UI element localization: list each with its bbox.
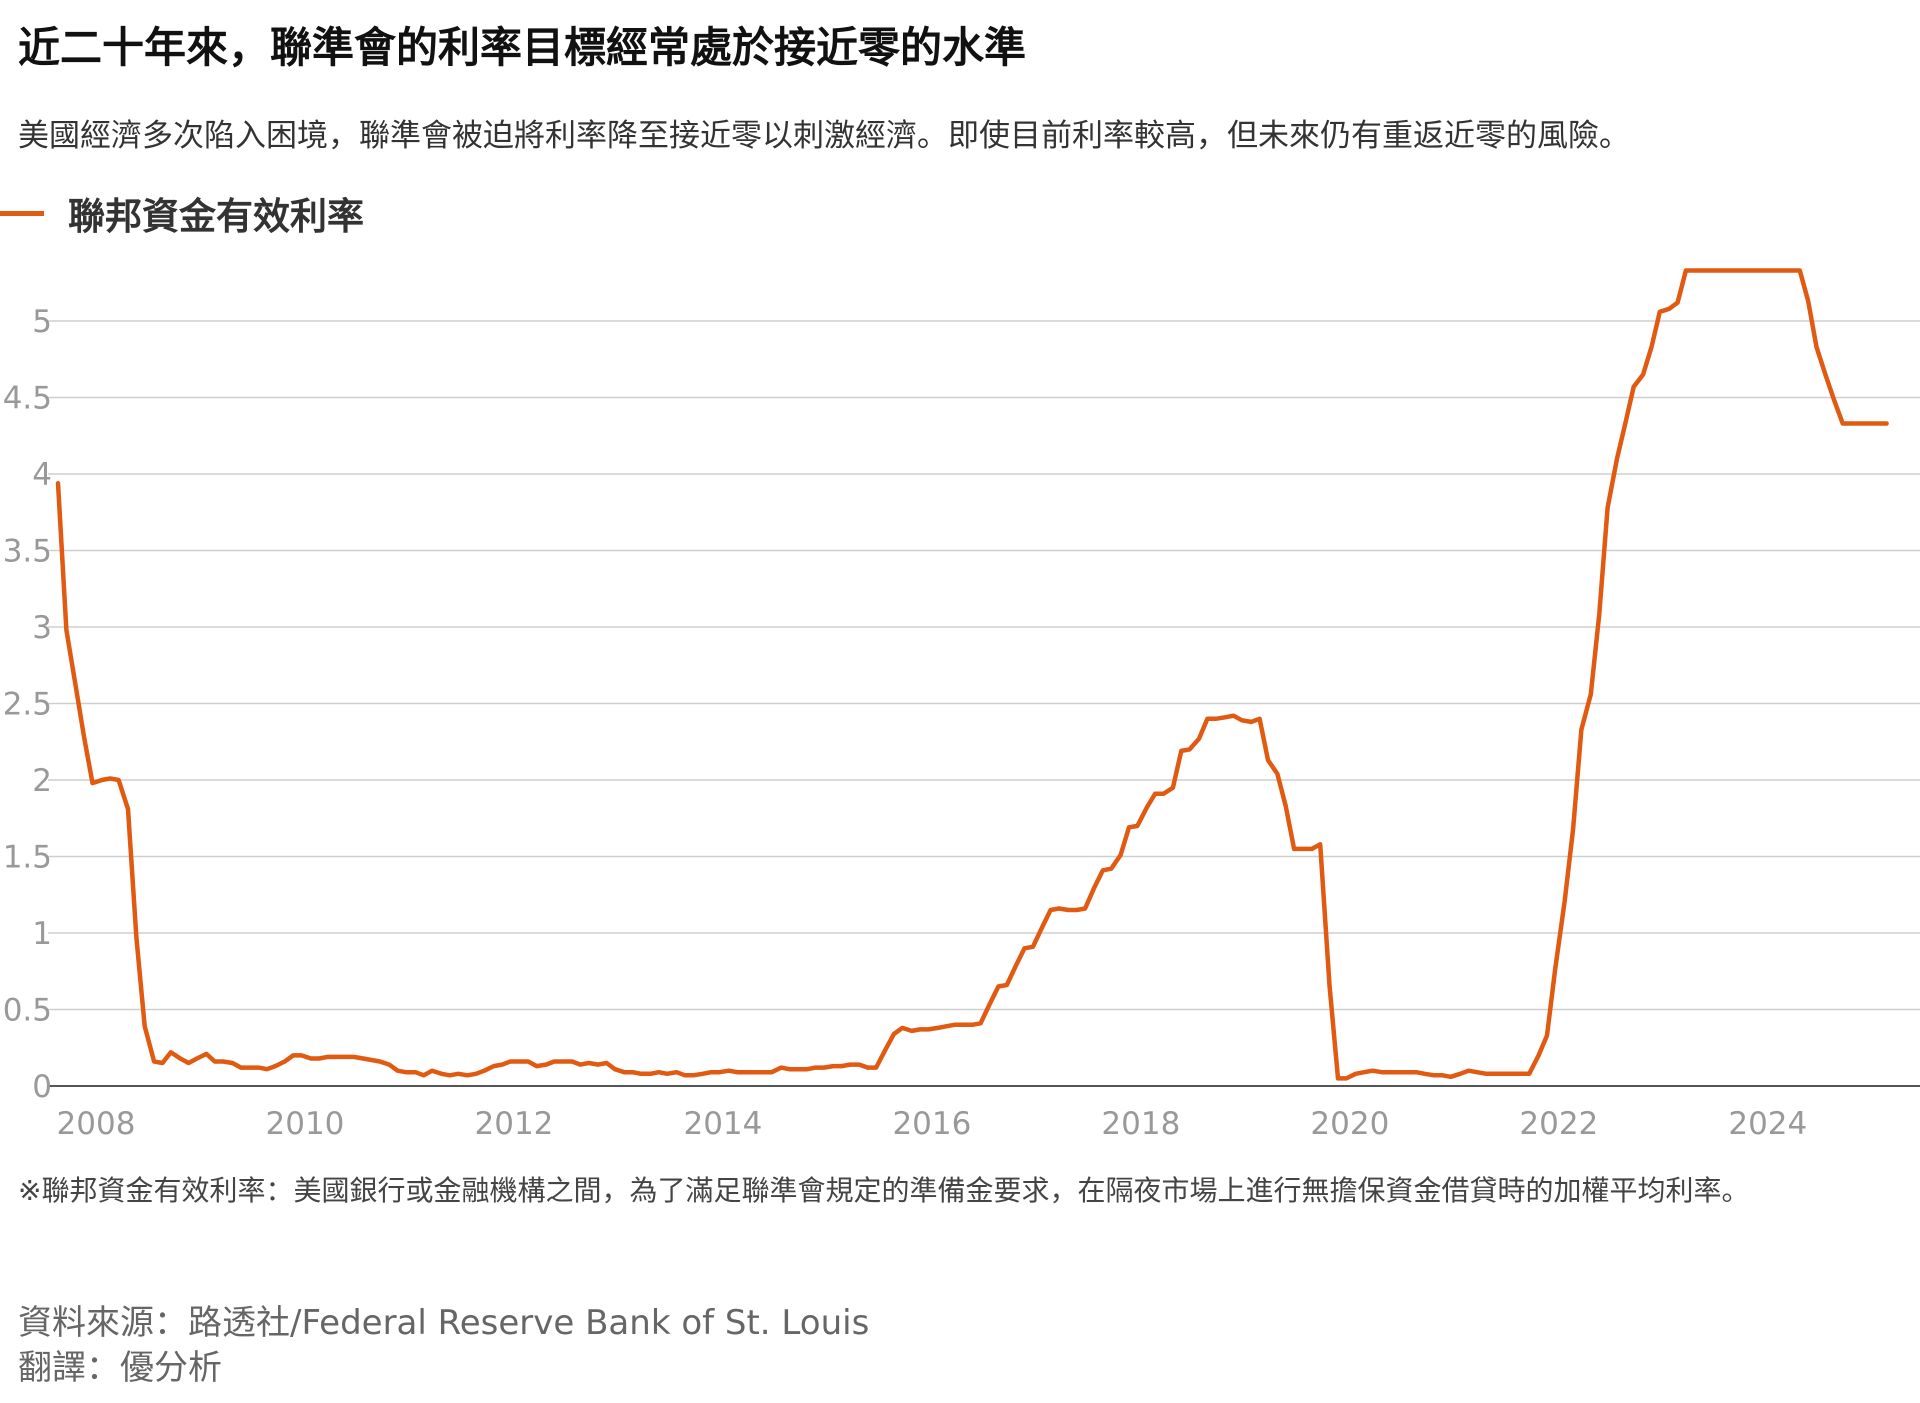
footnote: ※聯邦資金有效利率：美國銀行或金融機構之間，為了滿足聯準會規定的準備金要求，在隔… (18, 1174, 1750, 1207)
x-tick-label: 2008 (57, 1106, 136, 1142)
y-tick-label: 5 (32, 304, 52, 340)
chart-subtitle: 美國經濟多次陷入困境，聯準會被迫將利率降至接近零以刺激經濟。即使目前利率較高，但… (18, 118, 1630, 154)
grid-layer (48, 320, 1920, 1087)
x-tick-label: 2024 (1728, 1106, 1807, 1142)
y-tick-label: 4 (32, 457, 52, 493)
y-tick-label: 1.5 (3, 840, 52, 876)
y-tick-labels: 0 0.5 1 1.5 2 2.5 3 3.5 4 4.5 5 (3, 304, 52, 1105)
y-tick-label: 4.5 (3, 381, 52, 417)
x-tick-label: 2010 (266, 1106, 345, 1142)
y-tick-label: 3.5 (3, 534, 52, 570)
x-tick-label: 2022 (1519, 1106, 1598, 1142)
y-tick-label: 2.5 (3, 687, 52, 723)
x-tick-label: 2020 (1310, 1106, 1389, 1142)
line-chart: 00.511.522.533.544.55 2008 2010 2012 2014 20… (3, 268, 1920, 1142)
x-tick-label: 2012 (475, 1106, 554, 1142)
y-tick-label: 0 (32, 1069, 52, 1105)
y-tick-label: 0.5 (3, 993, 52, 1029)
y-tick-label: 2 (32, 763, 52, 799)
legend-label: 聯邦資金有效利率 (68, 195, 364, 238)
translator-credit: 翻譯：優分析 (18, 1348, 222, 1388)
series-layer (55, 268, 1889, 1081)
x-tick-label: 2014 (683, 1106, 762, 1142)
x-tick-label: 2016 (892, 1106, 971, 1142)
x-tick-label: 2018 (1101, 1106, 1180, 1142)
chart-title: 近二十年來，聯準會的利率目標經常處於接近零的水準 (18, 23, 1027, 72)
y-tick-label: 1 (32, 916, 52, 952)
legend: 聯邦資金有效利率 (0, 186, 364, 240)
x-tick-labels: 2008 2010 2012 2014 2016 2018 2020 2022 2024 (57, 1106, 1808, 1142)
series-line-0 (55, 268, 1889, 1081)
legend-swatch (0, 210, 44, 216)
source-credit: 資料來源：路透社/Federal Reserve Bank of St. Lou… (18, 1303, 870, 1343)
y-tick-label: 3 (32, 610, 52, 646)
